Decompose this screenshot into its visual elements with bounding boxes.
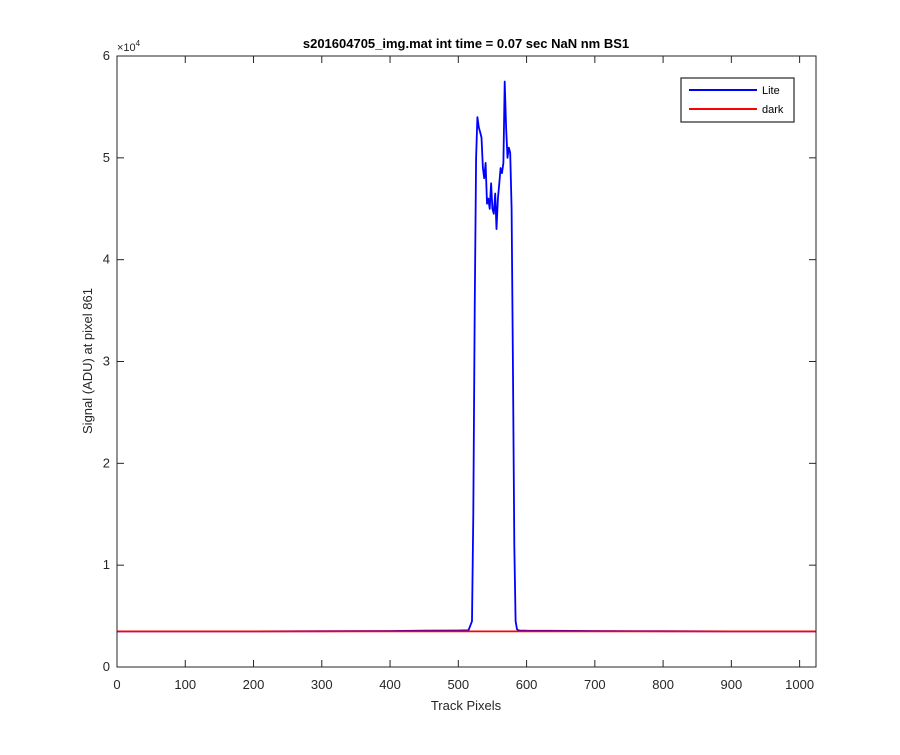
x-tick-label: 500 (447, 677, 469, 692)
legend-box (680, 77, 795, 123)
series-line-lite (117, 80, 816, 633)
x-tick-label: 300 (311, 677, 333, 692)
x-axis-label: Track Pixels (431, 698, 502, 713)
series-layer (117, 80, 816, 633)
legend-label-dark: dark (762, 104, 784, 116)
x-tick-label: 0 (113, 677, 120, 692)
y-tick-label: 2 (103, 455, 110, 470)
x-tick-label: 100 (174, 677, 196, 692)
x-tick-label: 600 (516, 677, 538, 692)
y-exponent-label: ×104 (117, 39, 141, 54)
axes-box (116, 55, 817, 668)
y-tick-label: 3 (103, 354, 110, 369)
chart-title: s201604705_img.mat int time = 0.07 sec N… (303, 36, 629, 51)
y-tick-label: 4 (103, 252, 110, 267)
tick-layer: 0 100 200 300 400 500 600 700 800 900 1000 0 1 2 3 4 5 6 (103, 48, 816, 692)
legend-label-lite: Lite (762, 85, 780, 97)
x-tick-label: 800 (652, 677, 674, 692)
x-tick-label: 700 (584, 677, 606, 692)
legend: Lite dark (680, 77, 795, 123)
x-tick-label: 400 (379, 677, 401, 692)
plot-area (117, 56, 816, 667)
x-tick-label: 200 (243, 677, 265, 692)
y-axis-label: Signal (ADU) at pixel 861 (80, 288, 95, 434)
x-tick-label: 1000 (785, 677, 814, 692)
y-tick-label: 0 (103, 659, 110, 674)
y-tick-label: 5 (103, 150, 110, 165)
x-tick-label: 900 (721, 677, 743, 692)
y-tick-label: 1 (103, 557, 110, 572)
y-tick-label: 6 (103, 48, 110, 63)
